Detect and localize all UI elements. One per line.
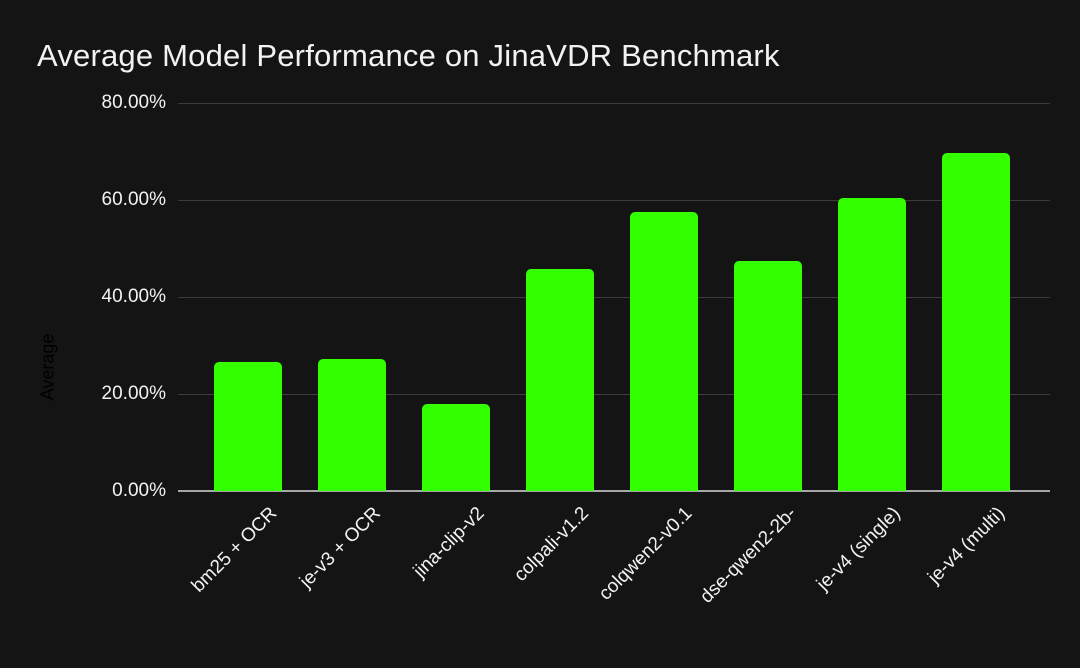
y-tick-label: 80.00% — [101, 92, 166, 113]
gridline-40.00% — [178, 297, 1050, 298]
bar-colpali-v1-2[interactable] — [526, 269, 594, 491]
x-tick-label: je-v4 (multi) — [923, 503, 1009, 589]
gridline-80.00% — [178, 103, 1050, 104]
bar-jina-clip-v2[interactable] — [422, 404, 490, 491]
x-tick-label: je-v3 + OCR — [295, 503, 385, 593]
x-tick-label: colpali-v1.2 — [510, 503, 593, 586]
chart-title: Average Model Performance on JinaVDR Ben… — [37, 38, 780, 73]
y-tick-label: 40.00% — [101, 286, 166, 307]
x-tick-label: dse-qwen2-2b- — [696, 503, 801, 608]
gridline-20.00% — [178, 394, 1050, 395]
bar-colqwen2-v0-1[interactable] — [630, 212, 698, 491]
y-tick-label: 0.00% — [112, 480, 166, 501]
bar-bm25-ocr[interactable] — [214, 362, 282, 491]
bar-je-v3-ocr[interactable] — [318, 358, 386, 491]
y-tick-label: 20.00% — [101, 383, 166, 404]
x-tick-label: jina-clip-v2 — [409, 503, 489, 583]
gridline-60.00% — [178, 200, 1050, 201]
x-axis-baseline — [178, 490, 1050, 492]
bar-je-v4-single[interactable] — [838, 198, 906, 491]
y-tick-label: 60.00% — [101, 189, 166, 210]
bar-dse-qwen2-2b[interactable] — [734, 261, 802, 491]
bar-je-v4-multi[interactable] — [942, 153, 1010, 491]
x-tick-label: bm25 + OCR — [187, 503, 281, 597]
x-tick-label: colqwen2-v0.1 — [595, 503, 697, 605]
x-tick-label: je-v4 (single) — [813, 503, 905, 595]
